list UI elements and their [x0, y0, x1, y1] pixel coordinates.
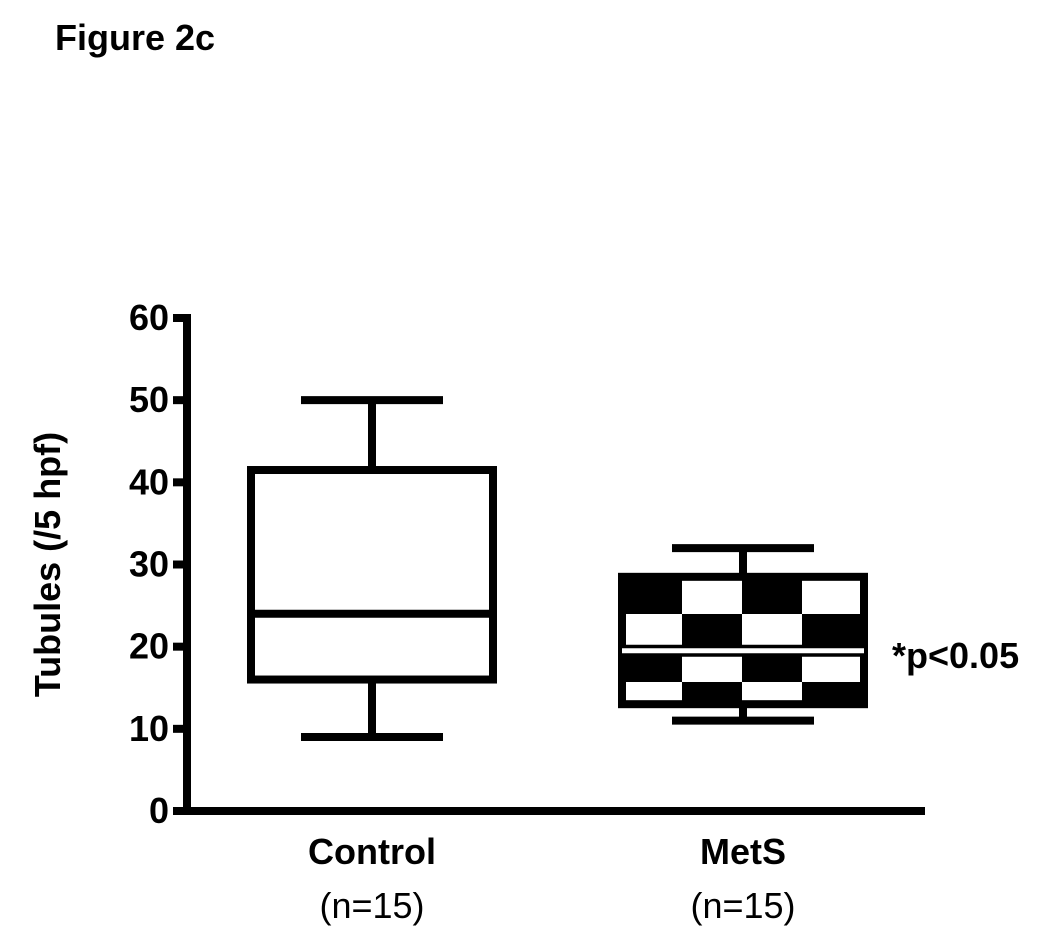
y-tick-label: 60 [129, 297, 169, 338]
x-category-label: MetS [700, 831, 786, 872]
x-labels-layer: Control (n=15) MetS (n=15) [308, 831, 796, 926]
figure-label: Figure 2c [55, 17, 215, 58]
y-ticks-layer: 0 10 20 30 40 50 60 [129, 297, 187, 831]
box-mets [618, 544, 868, 725]
x-sample-size-label: (n=15) [319, 885, 424, 926]
iqr-box [247, 466, 497, 684]
boxes-layer [247, 396, 868, 742]
y-tick-label: 40 [129, 461, 169, 502]
box-control [247, 396, 497, 742]
iqr-box [618, 572, 868, 709]
x-category-label: Control [308, 831, 436, 872]
y-tick-label: 20 [129, 626, 169, 667]
y-axis-title: Tubules (/5 hpf) [27, 432, 68, 697]
y-tick-label: 30 [129, 544, 169, 585]
y-tick-label: 50 [129, 379, 169, 420]
x-sample-size-label: (n=15) [690, 885, 795, 926]
significance-label: *p<0.05 [892, 635, 1019, 676]
y-tick-label: 0 [149, 790, 169, 831]
y-tick-label: 10 [129, 708, 169, 749]
